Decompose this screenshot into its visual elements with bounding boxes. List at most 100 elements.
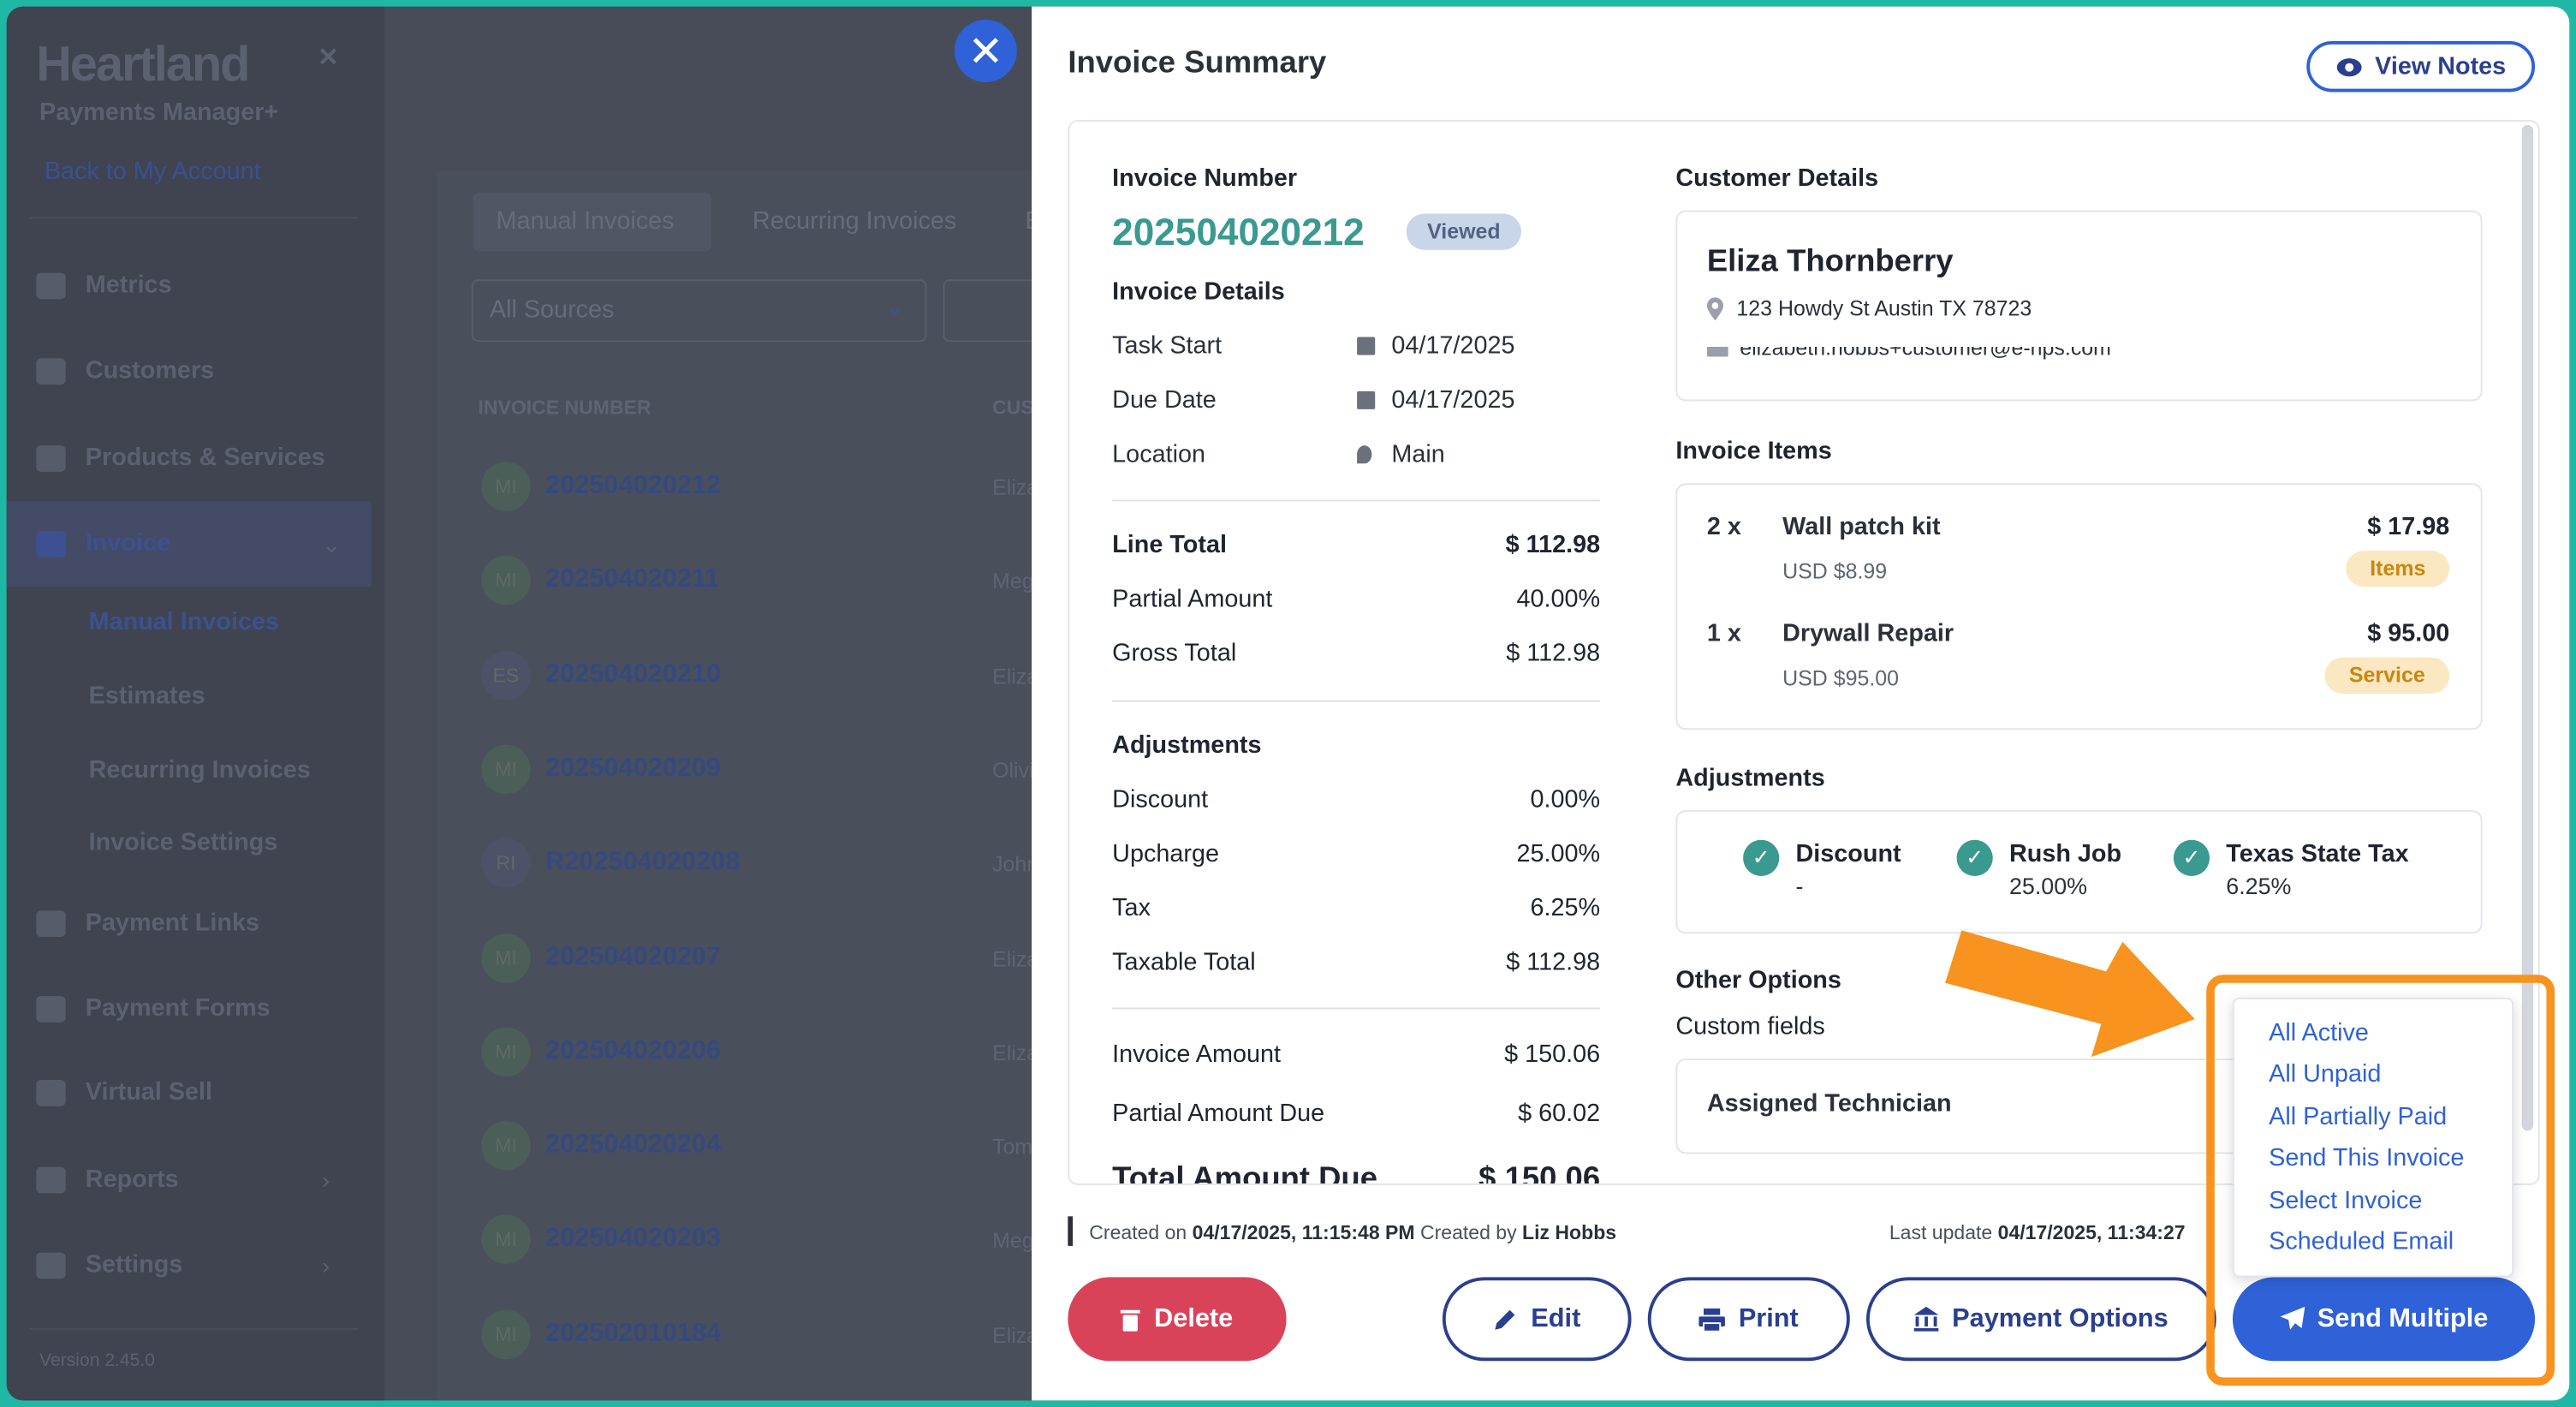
value: $ 112.98 <box>1506 639 1601 668</box>
pin-icon <box>1706 297 1724 321</box>
button-label: Print <box>1738 1304 1799 1332</box>
divider <box>29 217 359 219</box>
submenu-item[interactable]: Manual Invoices <box>88 608 279 636</box>
item-qty: 2 x <box>1706 512 1741 541</box>
menu-item[interactable]: Send This Invoice <box>2269 1144 2465 1172</box>
invoice-link[interactable]: 202504020212 <box>545 471 722 500</box>
source-filter[interactable]: All Sources ⌄ <box>471 279 927 343</box>
submenu-item[interactable]: Recurring Invoices <box>88 755 311 784</box>
text: Created on <box>1089 1221 1187 1244</box>
customer-address: 123 Howdy St Austin TX 78723 <box>1736 295 2032 321</box>
tab-bg <box>473 192 711 252</box>
sidebar: Heartland Payments Manager+ × Back to My… <box>6 6 385 1401</box>
edit-button[interactable]: Edit <box>1442 1277 1632 1362</box>
adjustment-name: Discount <box>1795 839 1901 868</box>
nav-item[interactable]: Reports <box>85 1165 179 1194</box>
status-badge: Viewed <box>1406 213 1522 250</box>
menu-item[interactable]: Scheduled Email <box>2269 1227 2454 1256</box>
invoice-link[interactable]: 202504020203 <box>545 1225 722 1254</box>
payment-options-button[interactable]: Payment Options <box>1865 1277 2216 1362</box>
menu-item[interactable]: All Active <box>2269 1019 2369 1047</box>
send-multiple-button[interactable]: Send Multiple <box>2232 1277 2536 1362</box>
button-label: Delete <box>1154 1304 1234 1332</box>
value: 25.00% <box>1516 839 1601 868</box>
tab[interactable]: Recurring Invoices <box>752 206 957 235</box>
menu-item[interactable]: All Partially Paid <box>2269 1102 2448 1131</box>
view-notes-label: View Notes <box>2375 52 2507 81</box>
card-content: Invoice Number 202504020212 Viewed Invoi… <box>1069 122 2538 1185</box>
customer: Eliza <box>992 945 1039 971</box>
invoice-link[interactable]: R202504020208 <box>545 848 741 877</box>
nav-icon <box>36 996 66 1022</box>
value: $ 112.98 <box>1506 948 1601 977</box>
divider <box>29 1327 359 1330</box>
avatar: MI <box>481 933 531 982</box>
invoice-link[interactable]: 202504020206 <box>545 1036 722 1065</box>
submenu-item[interactable]: Invoice Settings <box>88 828 278 857</box>
invoice-link[interactable]: 202502010184 <box>545 1319 722 1348</box>
eye-icon <box>2336 57 2361 76</box>
nav-item[interactable]: Virtual Sell <box>85 1078 213 1106</box>
section-heading: Invoice Details <box>1112 277 1285 307</box>
nav-item[interactable]: Products & Services <box>85 444 325 472</box>
print-icon <box>1698 1307 1726 1331</box>
chevron: › <box>322 1166 330 1194</box>
close-sidebar[interactable]: × <box>318 39 338 76</box>
highlight-arrow <box>1945 930 2195 1058</box>
value: 40.00% <box>1516 585 1601 613</box>
item-unit: USD $95.00 <box>1782 665 1900 691</box>
nav-icon <box>36 272 66 300</box>
mail-icon <box>1706 346 1728 357</box>
customer: Eliza <box>992 474 1039 500</box>
bank-icon <box>1914 1306 1939 1332</box>
avatar: MI <box>481 462 531 511</box>
close-modal[interactable]: ✕ <box>954 20 1017 82</box>
invoice-link[interactable]: 202504020210 <box>545 659 722 689</box>
value: $ 60.02 <box>1518 1100 1601 1128</box>
pencil-icon <box>1495 1309 1515 1330</box>
adjustment-value: - <box>1795 873 1804 899</box>
back-link[interactable]: Back to My Account <box>44 158 261 186</box>
nav-item[interactable]: Metrics <box>85 271 172 300</box>
button-label: Send Multiple <box>2317 1304 2489 1332</box>
nav-item[interactable]: Invoice <box>85 529 170 557</box>
divider <box>1112 700 1601 702</box>
chevron: ⌄ <box>322 530 342 557</box>
invoice-link[interactable]: 202504020207 <box>545 942 722 971</box>
check-icon: ✓ <box>1743 839 1780 877</box>
button-label: Edit <box>1531 1304 1581 1332</box>
nav-item[interactable]: Settings <box>85 1250 183 1279</box>
customer: Meg <box>992 569 1034 594</box>
nav-item[interactable]: Payment Links <box>85 909 259 938</box>
item-name: Drywall Repair <box>1782 619 1954 648</box>
brand-subtitle: Payments Manager+ <box>39 98 279 127</box>
item-name: Wall patch kit <box>1782 512 1941 541</box>
customer: Meg <box>992 1228 1034 1254</box>
nav-item[interactable]: Customers <box>85 356 215 385</box>
view-notes-button[interactable]: View Notes <box>2306 40 2536 92</box>
customer: Eliza <box>992 1040 1039 1065</box>
delete-button[interactable]: Delete <box>1068 1277 1287 1362</box>
menu-item[interactable]: Select Invoice <box>2269 1186 2423 1214</box>
print-button[interactable]: Print <box>1647 1277 1850 1362</box>
label: Custom fields <box>1675 1012 1825 1040</box>
trash-icon <box>1121 1309 1141 1331</box>
nav-item[interactable]: Payment Forms <box>85 994 271 1022</box>
label: Total Amount Due <box>1112 1162 1378 1185</box>
invoice-link[interactable]: 202504020204 <box>545 1130 722 1160</box>
customer: Eliza <box>992 663 1039 689</box>
divider <box>1112 1007 1601 1010</box>
value: Main <box>1391 440 1445 469</box>
invoice-link[interactable]: 202504020211 <box>545 565 720 594</box>
label: Location <box>1112 440 1206 469</box>
label: Gross Total <box>1112 639 1237 668</box>
submenu-item[interactable]: Estimates <box>88 682 205 711</box>
adjustment-name: Texas State Tax <box>2226 839 2409 868</box>
section-heading: Invoice Items <box>1675 437 1832 466</box>
invoice-link[interactable]: 202504020209 <box>545 754 722 783</box>
tab[interactable]: Manual Invoices <box>496 206 675 235</box>
menu-item[interactable]: All Unpaid <box>2269 1060 2382 1089</box>
label: Task Start <box>1112 331 1223 361</box>
avatar: RI <box>481 838 531 888</box>
update-info: Last update 04/17/2025, 11:34:27 <box>1889 1218 2186 1248</box>
